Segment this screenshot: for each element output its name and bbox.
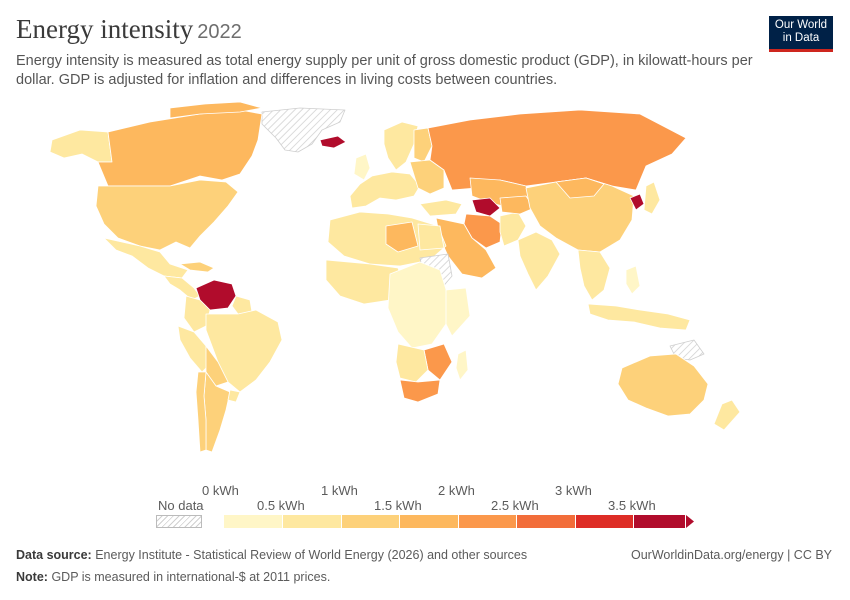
region-south-africa[interactable] <box>399 379 441 403</box>
region-chile[interactable] <box>195 371 207 453</box>
legend-no-data-swatch[interactable] <box>156 515 202 528</box>
footer-source: Data source: Energy Institute - Statisti… <box>16 548 527 562</box>
color-legend: No data 0 kWh 0.5 kWh 1 kWh 1.5 kWh 2 kW… <box>150 480 710 530</box>
region-central-america[interactable] <box>163 275 201 301</box>
region-russia[interactable] <box>427 109 687 191</box>
source-label: Data source: <box>16 548 92 562</box>
region-brazil[interactable] <box>205 309 283 393</box>
legend-tick-0-5: 0.5 kWh <box>257 498 305 513</box>
legend-no-data-label: No data <box>158 498 204 513</box>
region-madagascar[interactable] <box>455 349 469 381</box>
region-scandinavia[interactable] <box>383 121 419 171</box>
title-year: 2022 <box>197 21 242 43</box>
region-greenland[interactable] <box>261 107 346 153</box>
region-mongolia[interactable] <box>555 177 605 199</box>
legend-tick-1-5: 1.5 kWh <box>374 498 422 513</box>
region-central-africa[interactable] <box>387 261 449 349</box>
legend-tick-0: 0 kWh <box>202 483 239 498</box>
world-map <box>49 101 741 453</box>
region-bolivia[interactable] <box>205 345 229 387</box>
region-central-asia[interactable] <box>499 195 535 215</box>
legend-tick-2: 2 kWh <box>438 483 475 498</box>
logo-line-1: Our World <box>774 19 828 31</box>
region-indonesia[interactable] <box>587 303 691 331</box>
legend-bin-2[interactable] <box>342 515 400 528</box>
chart-subtitle: Energy intensity is measured as total en… <box>16 53 753 88</box>
region-arctic-islands[interactable] <box>169 101 263 119</box>
region-caribbean[interactable] <box>179 261 215 273</box>
legend-tick-3-5: 3.5 kWh <box>608 498 656 513</box>
region-southeast-asia[interactable] <box>577 249 611 301</box>
region-iceland[interactable] <box>319 135 347 149</box>
region-australia[interactable] <box>617 353 709 417</box>
region-turkey[interactable] <box>419 199 463 217</box>
legend-bin-6[interactable] <box>576 515 634 528</box>
region-egypt[interactable] <box>417 223 445 251</box>
region-new-zealand[interactable] <box>713 399 741 431</box>
region-india[interactable] <box>517 231 561 291</box>
legend-bin-7[interactable] <box>634 515 686 528</box>
legend-tick-1: 1 kWh <box>321 483 358 498</box>
region-uk[interactable] <box>353 153 371 181</box>
title-text: Energy intensity <box>16 14 194 44</box>
region-east-africa[interactable] <box>445 287 471 337</box>
region-canada[interactable] <box>97 109 263 187</box>
region-western-europe[interactable] <box>349 171 421 209</box>
region-usa[interactable] <box>95 179 239 251</box>
chart-title: Energy intensity 2022 <box>16 14 242 45</box>
legend-bin-5[interactable] <box>517 515 576 528</box>
region-libya[interactable] <box>385 221 419 253</box>
region-southern-africa[interactable] <box>395 343 429 383</box>
footer-link[interactable]: OurWorldinData.org/energy | CC BY <box>630 548 832 562</box>
footer-note: Note: GDP is measured in international-$… <box>16 570 330 584</box>
region-alaska[interactable] <box>49 129 113 163</box>
note-label: Note: <box>16 570 48 584</box>
region-philippines[interactable] <box>625 265 641 295</box>
region-finland[interactable] <box>413 127 433 163</box>
region-turkmenistan[interactable] <box>471 197 501 217</box>
region-uruguay[interactable] <box>227 389 241 403</box>
legend-bin-4[interactable] <box>459 515 517 528</box>
legend-bin-1[interactable] <box>283 515 342 528</box>
legend-tick-2-5: 2.5 kWh <box>491 498 539 513</box>
legend-arrow <box>686 515 694 528</box>
legend-bin-3[interactable] <box>400 515 459 528</box>
region-japan[interactable] <box>643 181 661 215</box>
logo-line-2: in Data <box>782 32 820 44</box>
source-text[interactable]: Energy Institute - Statistical Review of… <box>95 548 528 562</box>
legend-tick-3: 3 kWh <box>555 483 592 498</box>
region-north-korea[interactable] <box>629 193 645 211</box>
legend-arrow-head <box>686 515 694 528</box>
note-text: GDP is measured in international-$ at 20… <box>51 570 331 584</box>
owid-logo[interactable]: Our World in Data <box>769 16 833 52</box>
region-mozambique[interactable] <box>423 343 453 381</box>
legend-bin-0[interactable] <box>224 515 283 528</box>
